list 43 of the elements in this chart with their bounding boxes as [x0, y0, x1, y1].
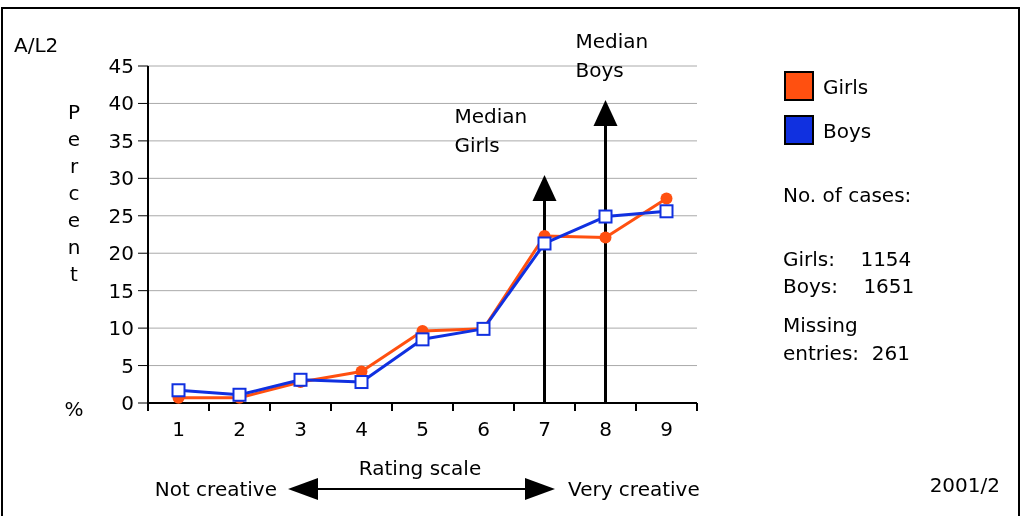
text: No. of cases:: [783, 183, 912, 207]
y-tick-label: 45: [108, 54, 134, 78]
y-tick-label: 30: [108, 166, 134, 191]
text: Girls: 1154: [783, 247, 912, 271]
point: [599, 231, 612, 244]
text: 2001/2: [929, 473, 1000, 497]
y-tick-label: 40: [108, 91, 134, 116]
point: [171, 383, 186, 398]
x-tick-label: 8: [599, 417, 612, 441]
text: Missing entries: 261: [783, 313, 910, 365]
x-tick-label: 2: [233, 417, 246, 441]
text: Very creative: [568, 477, 700, 501]
text: Not creative: [154, 477, 277, 501]
legend-label: Girls: [823, 75, 869, 99]
y-axis-title: Percent %: [62, 100, 86, 424]
x-tick-label: 3: [294, 417, 307, 441]
text: Boys: 1651: [783, 274, 915, 298]
x-tick-label: 4: [355, 417, 368, 441]
x-tick-label: 9: [660, 417, 673, 441]
y-tick-label: 0: [121, 391, 134, 415]
y-tick-label: 20: [108, 241, 134, 266]
point: [232, 387, 247, 402]
chart-title: A/L2: [14, 33, 59, 57]
point: [415, 332, 430, 347]
x-tick-label: 6: [477, 417, 490, 441]
y-tick-label: 25: [108, 203, 134, 228]
y-tick-label: 15: [108, 278, 134, 303]
point: [598, 209, 613, 224]
ref-line-label: Median Boys: [575, 29, 649, 82]
x-tick-label: 1: [172, 417, 185, 441]
point: [660, 192, 673, 205]
x-tick-label: 5: [416, 417, 429, 441]
legend-label: Boys: [823, 119, 872, 143]
x-tick-label: 7: [538, 417, 551, 441]
y-tick-label: 5: [121, 353, 134, 378]
point: [354, 375, 369, 390]
point: [659, 204, 674, 219]
ref-line-label: Median Girls: [454, 104, 528, 157]
y-tick-label: 10: [108, 316, 134, 341]
point: [293, 372, 308, 387]
point: [537, 236, 552, 251]
y-tick-label: 35: [108, 128, 134, 153]
x-axis-title: Rating scale: [358, 456, 482, 480]
